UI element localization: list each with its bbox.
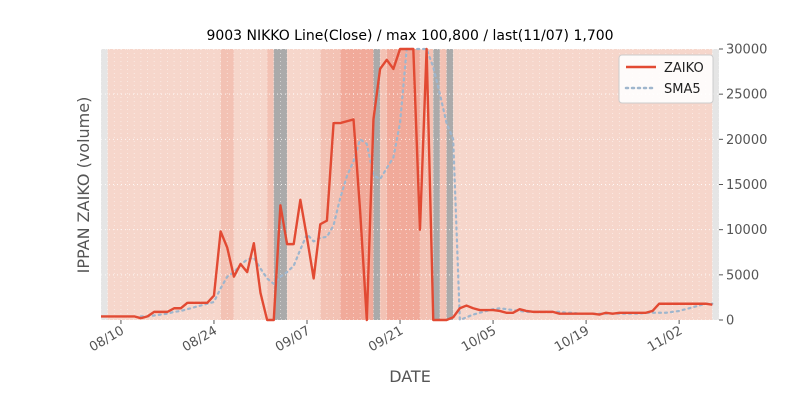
y-tick-label-4: 20000: [726, 133, 767, 148]
y-tick-label-3: 15000: [726, 178, 767, 193]
x-tick-label-6: 11/02: [645, 323, 685, 355]
y-tick-label-2: 10000: [726, 223, 767, 238]
y-tick-label-5: 25000: [726, 88, 767, 103]
series-zaiko-line: [101, 47, 713, 322]
x-tick-label-1: 08/24: [180, 323, 220, 355]
y-tick-label-0: 0: [726, 314, 734, 329]
band-2: [220, 49, 234, 320]
band-6: [287, 49, 321, 320]
x-tick-label-3: 09/21: [366, 323, 406, 355]
legend-zaiko-label: ZAIKO: [664, 61, 704, 76]
legend: ZAIKO SMA5: [618, 54, 714, 104]
chart-title: 9003 NIKKO Line(Close) / max 100,800 / l…: [206, 28, 613, 44]
x-tick-label-5: 10/19: [552, 323, 592, 355]
band-1: [107, 49, 221, 320]
y-tick-label-6: 30000: [726, 43, 767, 58]
series-lines: [101, 47, 714, 322]
band-10: [380, 49, 387, 320]
y-tick-label-1: 5000: [726, 268, 759, 283]
band-9: [373, 49, 381, 320]
band-17: [712, 49, 719, 320]
x-axis-label: DATE: [389, 367, 431, 386]
x-tick-label-2: 09/07: [273, 323, 313, 355]
x-tick-label-4: 10/05: [459, 323, 499, 355]
legend-sma5-label: SMA5: [664, 82, 701, 97]
band-14: [439, 49, 447, 320]
band-0: [101, 49, 108, 320]
x-axis: 08/10 08/24 09/07 09/21 10/05 10/19 11/02: [87, 320, 685, 355]
y-axis-label: IPPAN ZAIKO (volume): [74, 97, 93, 274]
band-13: [433, 49, 440, 320]
band-3: [233, 49, 268, 320]
band-4: [267, 49, 274, 320]
y-axis: 0 5000 10000 15000 20000 25000 30000: [719, 43, 767, 329]
x-tick-label-0: 08/10: [87, 323, 127, 355]
